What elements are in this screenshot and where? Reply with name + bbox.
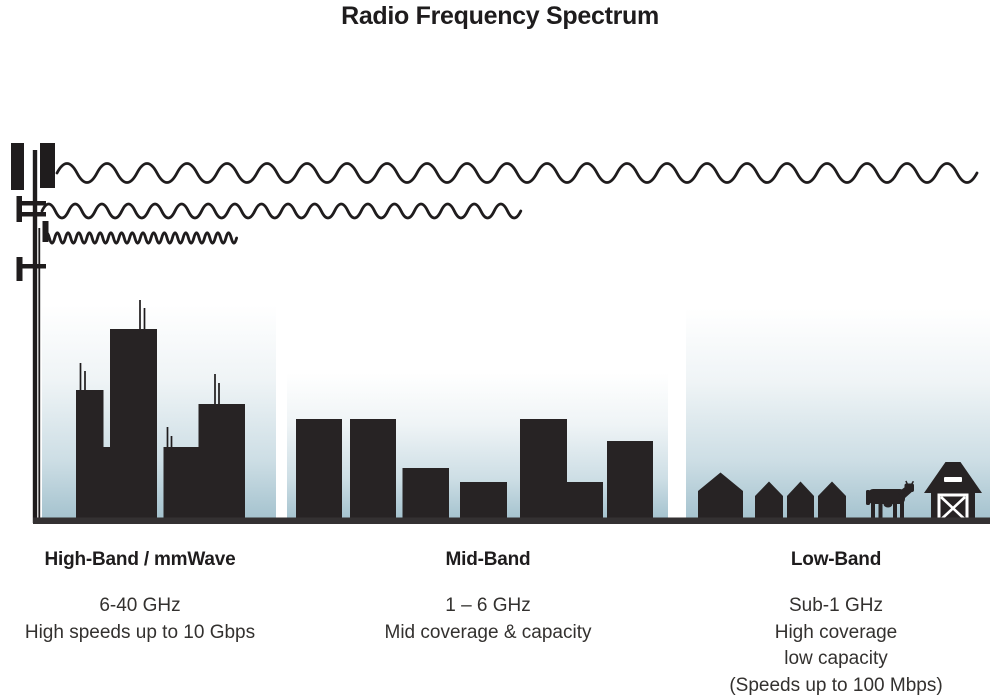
house-icon (755, 481, 783, 520)
band-frequency: Sub-1 GHz (789, 595, 883, 616)
band-heading: High-Band / mmWave (44, 549, 236, 570)
band-description: Mid coverage & capacity (384, 621, 592, 643)
high-band-short-wave-icon (42, 231, 238, 245)
low-band-long-wave-icon (55, 162, 979, 184)
mid-band-medium-wave-icon (40, 202, 523, 220)
band-description: low capacity (784, 648, 888, 669)
band-heading: Low-Band (790, 549, 882, 570)
low-band-label-block: Low-Band Sub-1 GHz High coverage low cap… (706, 549, 966, 699)
house-icon (698, 472, 743, 520)
radio-waves (40, 162, 979, 245)
low-band-rural-scene-icon (698, 462, 982, 521)
mid-band-label-block: Mid-Band 1 – 6 GHz Mid coverage & capaci… (358, 549, 618, 646)
band-frequency: 1 – 6 GHz (445, 595, 531, 616)
house-icon (787, 481, 814, 520)
band-heading: Mid-Band (445, 549, 531, 570)
cow-icon (866, 480, 915, 518)
band-description: High coverage (774, 621, 898, 643)
band-description: (Speeds up to 100 Mbps) (729, 674, 943, 696)
page-title: Radio Frequency Spectrum (341, 2, 659, 30)
high-band-label-block: High-Band / mmWave 6-40 GHz High speeds … (10, 549, 270, 646)
high-band-skyline-icon (76, 300, 245, 520)
cell-tower-icon (11, 143, 55, 523)
band-frequency: 6-40 GHz (99, 595, 181, 616)
band-description: High speeds up to 10 Gbps (24, 621, 256, 643)
ground-line (33, 517, 990, 524)
mid-band-buildings-icon (296, 419, 653, 520)
barn-icon (924, 462, 982, 521)
house-icon (818, 481, 846, 520)
